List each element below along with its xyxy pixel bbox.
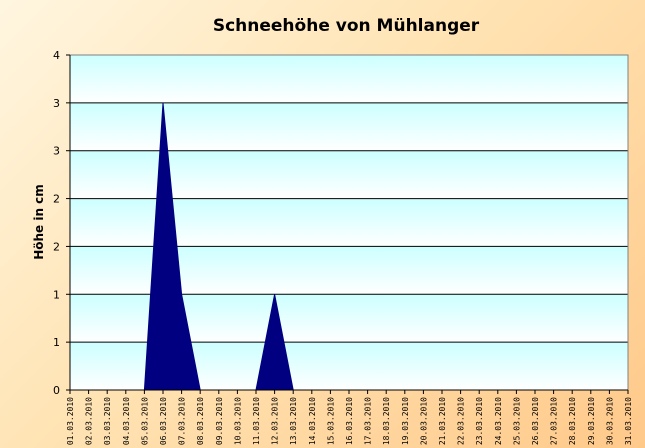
x-tick-label: 20.03.2010 [419, 397, 428, 445]
x-tick-label: 15.03.2010 [326, 397, 335, 445]
x-tick-label: 17.03.2010 [364, 397, 373, 445]
y-tick-label: 1 [53, 336, 60, 349]
x-tick-label: 11.03.2010 [252, 397, 261, 445]
x-tick-label: 28.03.2010 [568, 397, 577, 445]
x-tick-label: 14.03.2010 [308, 397, 317, 445]
x-tick-label: 19.03.2010 [401, 397, 410, 445]
y-tick-label: 4 [53, 49, 60, 62]
x-tick-label: 18.03.2010 [382, 397, 391, 445]
x-tick-label: 05.03.2010 [140, 397, 149, 445]
y-axis-label: Höhe in cm [32, 184, 46, 260]
x-tick-label: 24.03.2010 [494, 397, 503, 445]
y-tick-label: 3 [53, 145, 60, 158]
plot-band [70, 150, 628, 199]
x-tick-label: 12.03.2010 [271, 397, 280, 445]
chart-title: Schneehöhe von Mühlanger [213, 16, 480, 36]
y-tick-label: 3 [53, 97, 60, 110]
x-tick-label: 30.03.2010 [605, 397, 614, 445]
x-tick-label: 13.03.2010 [289, 397, 298, 445]
x-tick-label: 25.03.2010 [512, 397, 521, 445]
y-tick-label: 2 [53, 193, 60, 206]
x-tick-label: 22.03.2010 [457, 397, 466, 445]
x-tick-label: 21.03.2010 [438, 397, 447, 445]
x-tick-label: 31.03.2010 [624, 397, 633, 445]
x-tick-label: 08.03.2010 [196, 397, 205, 445]
x-tick-label: 07.03.2010 [178, 397, 187, 445]
y-tick-label: 1 [53, 288, 60, 301]
x-tick-label: 04.03.2010 [122, 397, 131, 445]
x-tick-label: 09.03.2010 [215, 397, 224, 445]
plot-band [70, 55, 628, 103]
x-tick-label: 02.03.2010 [85, 397, 94, 445]
y-tick-label: 0 [53, 384, 60, 397]
x-tick-label: 06.03.2010 [159, 397, 168, 445]
x-tick-label: 01.03.2010 [66, 397, 75, 445]
x-tick-label: 23.03.2010 [475, 397, 484, 445]
y-tick-label: 2 [53, 240, 60, 253]
x-tick-label: 26.03.2010 [531, 397, 540, 445]
x-tick-label: 27.03.2010 [550, 397, 559, 445]
x-tick-label: 16.03.2010 [345, 397, 354, 445]
x-tick-label: 03.03.2010 [103, 397, 112, 445]
x-tick-label: 10.03.2010 [233, 397, 242, 445]
plot-band [70, 102, 628, 151]
x-tick-label: 29.03.2010 [587, 397, 596, 445]
